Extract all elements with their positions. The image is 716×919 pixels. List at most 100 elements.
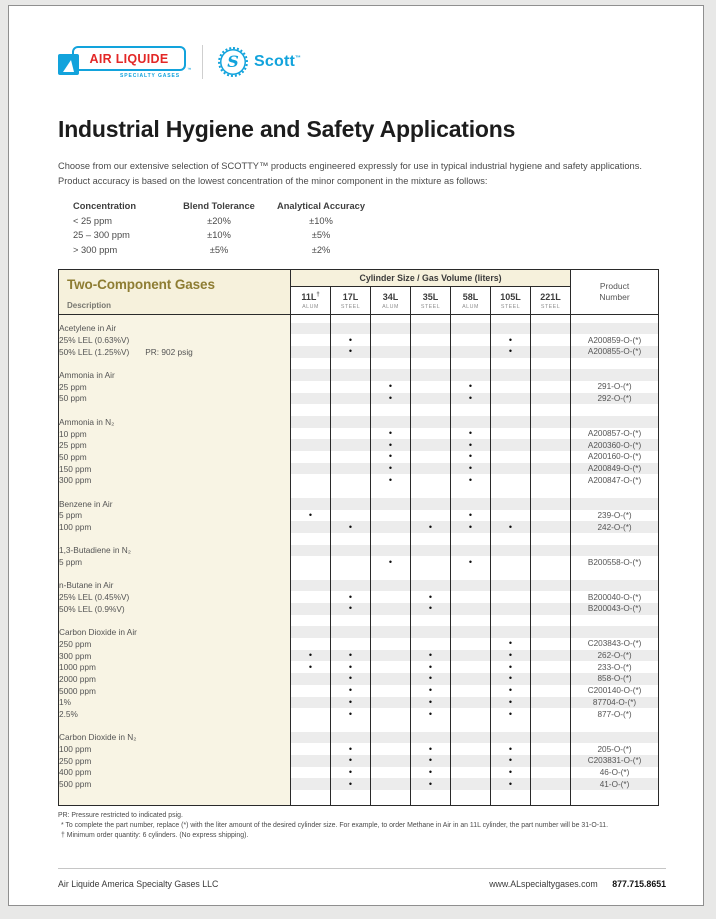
availability-cell [290,427,331,440]
availability-dot: • [490,766,531,779]
availability-cell [529,754,571,767]
availability-cell [410,731,451,744]
spacer-cell [330,532,371,545]
availability-dot: • [330,696,371,709]
spacer-cell [450,614,491,627]
availability-cell [450,638,491,650]
availability-dot: • [410,591,451,603]
availability-cell [290,497,331,510]
spacer-cell [58,532,291,545]
spacer-cell [330,614,371,627]
spacer-cell [290,404,331,416]
spacer-cell [410,486,451,498]
availability-cell [529,369,571,381]
description-cell: 300 ppm [58,649,291,662]
gas-row: 500 ppm • • • 41-O-(*) [58,778,659,790]
availability-cell [490,369,531,381]
availability-cell [450,626,491,639]
product-number: B200558-O-(*) [570,556,659,568]
gas-concentration-label: 250 ppm [59,638,92,649]
availability-cell [290,696,331,709]
availability-cell [450,766,491,779]
gas-group-name: Carbon Dioxide in N₂ [59,732,137,743]
description-cell: 1,3-Butadiene in N₂ [58,544,291,557]
availability-dot: • [490,649,531,662]
availability-cell [370,754,411,767]
availability-cell [370,673,411,685]
availability-cell [290,544,331,557]
spacer-cell [570,357,659,370]
availability-cell [290,743,331,755]
spacer-row [58,614,659,627]
spacer-row [58,314,659,323]
availability-cell [490,591,531,603]
availability-dot: • [370,427,411,440]
availability-cell [370,696,411,709]
availability-cell [370,521,411,533]
spacer-cell [290,314,331,323]
availability-cell [370,579,411,592]
availability-cell [490,392,531,405]
accuracy-table: Concentration Blend Tolerance Analytical A… [73,199,377,257]
spacer-cell [529,314,571,323]
description-cell: 300 ppm [58,474,291,487]
spacer-cell [410,614,451,627]
availability-cell [410,509,451,522]
spacer-cell [58,719,291,732]
cylinder-size-label: 11L† [301,291,320,302]
gas-group-name: Acetylene in Air [59,323,117,334]
availability-dot: • [330,754,371,767]
availability-cell [529,649,571,662]
availability-cell [450,684,491,697]
availability-cell [290,322,331,335]
availability-cell [450,322,491,335]
availability-dot: • [410,684,451,697]
spacer-cell [370,404,411,416]
availability-dot: • [450,451,491,463]
availability-cell [290,439,331,452]
availability-cell [450,497,491,510]
availability-cell [490,451,531,463]
availability-cell [370,334,411,346]
spacer-cell [330,404,371,416]
availability-cell [450,579,491,592]
availability-dot: • [490,661,531,674]
spacer-cell [490,314,531,323]
availability-cell [529,392,571,405]
availability-cell [410,416,451,428]
availability-cell [370,766,411,779]
availability-dot: • [450,509,491,522]
concentration-value: 25 – 300 ppm [73,230,130,241]
spacer-cell [450,719,491,732]
description-cell: 25 ppm [58,380,291,393]
availability-dot: • [490,743,531,755]
availability-cell [370,603,411,615]
availability-cell [529,322,571,335]
spacer-cell [58,614,291,627]
gas-row: 5 ppm • • 239-O-(*) [58,509,659,522]
cylinder-size-label: 35L [422,291,439,302]
concentration-value: > 300 ppm [73,244,118,255]
gas-concentration-label: 25 ppm [59,440,87,451]
availability-dot: • [410,766,451,779]
footnote-line: * To complete the part number, replace (… [61,821,609,829]
spacer-row [58,532,659,545]
gas-group-name: Ammonia in N₂ [59,416,115,427]
gas-group-title-row: n-Butane in Air [58,579,659,592]
availability-cell [529,451,571,463]
air-liquide-logo: AIR LIQUIDE ™ SPECIALTY GASES [58,44,194,80]
gas-row: 50% LEL (0.9%V) • • B200043-O-(*) [58,603,659,615]
spacer-cell [490,614,531,627]
spacer-cell [529,532,571,545]
availability-cell [290,766,331,779]
product-number: 292-O-(*) [570,392,659,405]
availability-cell [410,334,451,346]
gas-row: 50 ppm • • A200160-O-(*) [58,451,659,463]
product-number: C200140-O-(*) [570,684,659,697]
availability-cell [529,638,571,650]
availability-cell [529,474,571,487]
cylinder-column-header: 105L STEEL [490,286,531,315]
availability-cell [410,451,451,463]
availability-cell [529,345,571,358]
logo-divider [202,45,203,79]
